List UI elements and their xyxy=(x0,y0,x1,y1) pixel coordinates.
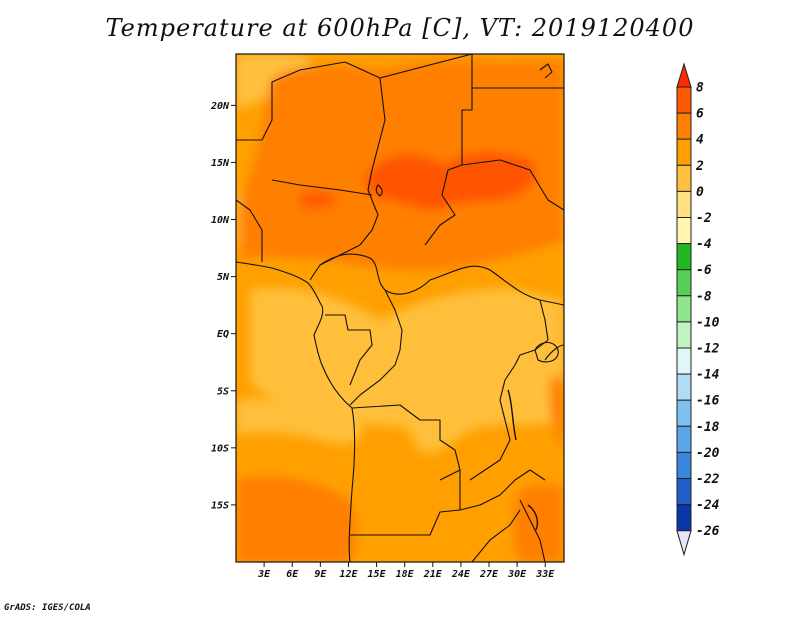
lon-label: 18E xyxy=(396,569,415,580)
colorbar-label: -22 xyxy=(696,472,720,487)
atlantic-coastline xyxy=(236,261,356,562)
colorbar-label: 4 xyxy=(696,133,704,148)
border-uganda xyxy=(514,299,549,366)
colorbar-swatch xyxy=(676,243,692,271)
colorbar-top-arrow xyxy=(676,62,692,88)
colorbar-swatch xyxy=(676,451,692,479)
border-drc-east-lakes xyxy=(469,364,516,481)
border-mali-algeria xyxy=(236,61,346,141)
lon-label: 12E xyxy=(339,569,358,580)
colorbar-swatch xyxy=(676,217,692,245)
lat-label: 20N xyxy=(210,101,230,112)
border-niger-nigeria xyxy=(271,179,373,196)
colorbar-label: -8 xyxy=(696,289,712,304)
colorbar-swatch xyxy=(676,164,692,192)
border-car-drc xyxy=(319,253,564,306)
lon-label: 33E xyxy=(535,569,555,580)
border-congo-drc xyxy=(349,289,403,406)
lat-label: 10N xyxy=(211,215,230,226)
field-zone-6-8-chad xyxy=(364,152,536,211)
lake-victoria xyxy=(534,341,559,363)
colorbar-label: -24 xyxy=(696,498,720,513)
lon-label: 6E xyxy=(286,569,299,580)
border-gabon-congo xyxy=(325,314,373,386)
lon-label: 9E xyxy=(314,569,327,580)
chart-title: Temperature at 600hPa [C], VT: 201912040… xyxy=(105,14,695,42)
colorbar-swatch xyxy=(676,321,692,349)
border-west-africa xyxy=(236,199,263,262)
colorbar-label: -2 xyxy=(696,211,712,226)
colorbar-bottom-arrow xyxy=(676,530,692,557)
colorbar-label: -16 xyxy=(696,394,720,409)
lat-label: 5S xyxy=(217,386,229,397)
grads-credit: GrADS: IGES/COLA xyxy=(4,603,91,613)
lon-label: 27E xyxy=(479,569,499,580)
colorbar: 8 6 4 2 0 -2 -4 -6 -8 -10 -12 -14 -16 -18 -20 -22 -24 -26 xyxy=(676,62,720,557)
lat-label: 5N xyxy=(217,272,230,283)
field-shading xyxy=(236,54,564,562)
colorbar-swatch xyxy=(676,269,692,297)
lon-label: 30E xyxy=(507,569,527,580)
colorbar-label: 0 xyxy=(696,185,704,200)
lat-label: EQ xyxy=(217,329,229,340)
red-sea-coast xyxy=(539,63,553,79)
colorbar-swatch xyxy=(676,347,692,375)
colorbar-label: -12 xyxy=(696,342,720,357)
field-zone-4-6-southeast xyxy=(513,484,564,562)
colorbar-label: 6 xyxy=(696,107,704,122)
lon-label: 21E xyxy=(423,569,443,580)
colorbar-swatch xyxy=(676,373,692,401)
lat-label: 10S xyxy=(211,443,229,454)
lon-label: 3E xyxy=(257,569,271,580)
colorbar-swatch xyxy=(676,138,692,166)
border-zimbabwe xyxy=(471,509,521,562)
colorbar-label: -14 xyxy=(696,368,720,383)
colorbar-label: -6 xyxy=(696,263,712,278)
border-kenya xyxy=(544,344,564,361)
border-malawi-mozambique xyxy=(519,499,546,562)
colorbar-swatch xyxy=(676,504,692,532)
colorbar-label: -18 xyxy=(696,420,720,435)
border-chad-libya-sudan xyxy=(379,54,473,246)
lake-chad xyxy=(375,184,383,197)
colorbar-label: -26 xyxy=(696,524,720,539)
colorbar-swatch xyxy=(676,425,692,453)
latitude-axis: 20N 15N 10N 5N EQ 5S 10S 15S xyxy=(210,101,236,511)
colorbar-label: 8 xyxy=(696,81,704,96)
lat-label: 15N xyxy=(211,158,230,169)
border-angola-drc xyxy=(351,404,461,471)
lat-label: 15S xyxy=(211,500,229,511)
border-cameroon xyxy=(309,244,361,281)
map-frame xyxy=(235,53,565,563)
colorbar-swatch xyxy=(676,295,692,323)
colorbar-label: -4 xyxy=(696,237,712,252)
lake-tanganyika xyxy=(507,389,517,441)
colorbar-label: -10 xyxy=(696,315,720,330)
lon-label: 15E xyxy=(368,569,387,580)
lake-malawi xyxy=(527,504,539,531)
lon-label: 24E xyxy=(451,569,471,580)
colorbar-label: 2 xyxy=(695,159,704,174)
border-niger-chad xyxy=(344,61,386,246)
colorbar-swatch xyxy=(676,112,692,140)
colorbar-swatch xyxy=(676,190,692,218)
border-angola-namibia-zambia xyxy=(350,469,461,536)
field-zone-0-2-southwest xyxy=(236,398,363,444)
border-zambia xyxy=(459,469,546,511)
colorbar-swatch xyxy=(676,86,692,114)
colorbar-swatch xyxy=(676,399,692,427)
temperature-field xyxy=(236,54,564,562)
field-zone-4-6-southwest xyxy=(236,476,356,562)
longitude-axis: 3E 6E 9E 12E 15E 18E 21E 24E 27E 30E 33E xyxy=(257,562,555,580)
field-zone-6-8-nigeria xyxy=(300,190,338,210)
colorbar-swatch xyxy=(676,478,692,506)
field-zone-4-6-east xyxy=(549,375,564,450)
colorbar-label: -20 xyxy=(696,446,720,461)
border-sudan-east xyxy=(461,159,564,211)
map-borders xyxy=(236,54,564,562)
